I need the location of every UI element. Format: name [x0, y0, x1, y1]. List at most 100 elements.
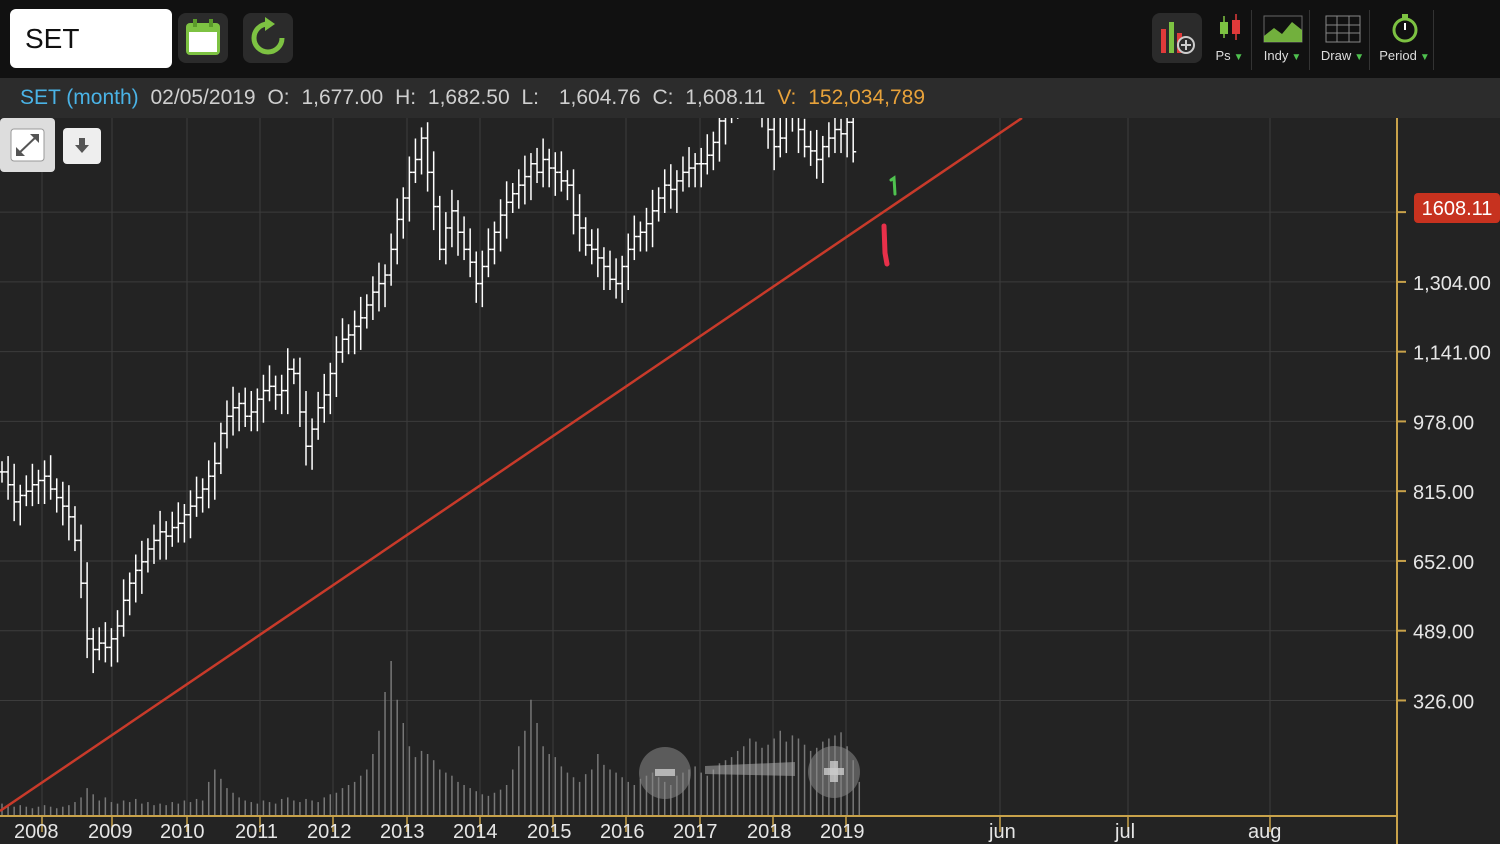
time-tick-label: 2015 [527, 821, 572, 843]
ohlc-bar [333, 336, 340, 398]
ohlc-bar [412, 138, 419, 184]
quote-info-bar: SET (month) 02/05/2019 O: 1,677.00 H: 1,… [0, 78, 1500, 118]
ohlc-bar [552, 152, 559, 196]
high-label: H: [395, 86, 417, 109]
minus-icon [655, 769, 675, 776]
ohlc-bar [284, 348, 291, 415]
ohlc-bar [144, 538, 151, 573]
add-chart-button[interactable] [1152, 13, 1202, 63]
ohlc-bar [388, 233, 395, 286]
tool-label-indy: Indy [1263, 48, 1289, 63]
top-toolbar: SET Ps ▼ [0, 0, 1500, 78]
ohlc-bar [838, 118, 845, 154]
ohlc-bar [473, 251, 480, 303]
ohlc-bar [540, 138, 547, 188]
time-tick-label: jul [1114, 821, 1135, 843]
ohlc-bar [497, 199, 504, 252]
symbol-input[interactable]: SET [10, 9, 172, 68]
ohlc-bar [813, 129, 820, 179]
ohlc-bar [0, 461, 5, 483]
ohlc-bar [236, 392, 243, 432]
tool-price-style[interactable]: Ps ▼ [1208, 10, 1252, 70]
price-tick-label: 652.00 [1413, 552, 1474, 574]
download-button[interactable] [63, 128, 101, 164]
time-tick-label: aug [1248, 821, 1281, 843]
ohlc-bar [65, 485, 72, 541]
low-label: L: [521, 86, 540, 109]
ohlc-bar [704, 134, 711, 175]
tool-label-period: Period [1379, 48, 1417, 63]
zoom-control[interactable] [639, 746, 860, 799]
tool-indicators[interactable]: Indy ▼ [1256, 10, 1310, 70]
ohlc-bar [850, 118, 857, 163]
ohlc-bar [761, 118, 763, 128]
trendline[interactable] [0, 118, 1023, 813]
ohlc-bar [570, 169, 577, 235]
expand-icon [10, 128, 45, 162]
ohlc-bar [791, 118, 794, 132]
fullscreen-button[interactable] [0, 118, 55, 172]
ohlc-bar [698, 147, 705, 188]
ohlc-bar [248, 391, 255, 432]
ohlc-bar [722, 118, 727, 145]
zoom-slider[interactable] [705, 762, 795, 776]
ohlc-bar [783, 118, 788, 154]
time-tick-label: 2008 [14, 821, 59, 843]
tool-period[interactable]: Period ▼ [1376, 10, 1434, 70]
ohlc-bar [661, 169, 668, 213]
price-tick-label: 978.00 [1413, 412, 1474, 434]
ohlc-bar [436, 195, 443, 261]
ohlc-bar [5, 456, 12, 500]
ohlc-bar [242, 387, 249, 427]
ohlc-bar [730, 118, 733, 124]
ohlc-bar [157, 510, 164, 560]
time-tick-label: 2017 [673, 821, 718, 843]
time-tick-label: 2009 [88, 821, 133, 843]
ohlc-bar [315, 391, 322, 440]
ohlc-bar [655, 187, 662, 222]
ohlc-bar [424, 122, 431, 192]
ohlc-bar [96, 627, 103, 661]
price-chart[interactable]: 1,793.001,467.001,304.001,141.00978.0081… [0, 118, 1500, 844]
ohlc-bar [406, 156, 413, 222]
ohlc-bar [418, 127, 425, 175]
ohlc-bar [819, 135, 826, 184]
refresh-button[interactable] [243, 13, 293, 63]
tool-draw[interactable]: Draw ▼ [1316, 10, 1370, 70]
dropdown-arrow-icon: ▼ [1354, 52, 1365, 63]
ohlc-bar [339, 318, 346, 363]
ohlc-bar [357, 296, 364, 350]
ohlc-bar [710, 131, 717, 171]
ohlc-bar [534, 147, 541, 184]
volume-label: V: [777, 86, 797, 109]
ohlc-bar [831, 118, 838, 154]
ohlc-bar [844, 118, 851, 158]
series-title: SET (month) [20, 86, 139, 109]
price-tick-label: 815.00 [1413, 482, 1474, 504]
ohlc-bar [193, 476, 200, 517]
ohlc-bar [625, 233, 632, 291]
dropdown-arrow-icon: ▼ [1419, 52, 1430, 63]
ohlc-bar [181, 504, 188, 543]
ohlc-bar [114, 610, 121, 663]
ohlc-bar [467, 228, 474, 278]
open-label: O: [267, 86, 290, 109]
ohlc-bar [11, 463, 18, 522]
ohlc-bar [102, 622, 109, 663]
calendar-button[interactable] [178, 13, 228, 63]
down-marker [881, 223, 890, 267]
ohlc-bar [600, 247, 607, 291]
ohlc-bar [351, 310, 358, 355]
ohlc-bar [163, 521, 170, 560]
ohlc-bar [321, 373, 328, 423]
ohlc-bar [448, 189, 455, 248]
ohlc-bar [138, 540, 145, 594]
ohlc-bar [582, 217, 589, 256]
ohlc-bar [47, 455, 54, 500]
last-price-text: 1608.11 [1422, 198, 1493, 220]
ohlc-bar [521, 155, 528, 205]
price-tick-label: 1,304.00 [1413, 273, 1491, 295]
price-tick-label: 326.00 [1413, 691, 1474, 713]
ohlc-bar [53, 478, 60, 513]
ohlc-bar [309, 418, 316, 470]
